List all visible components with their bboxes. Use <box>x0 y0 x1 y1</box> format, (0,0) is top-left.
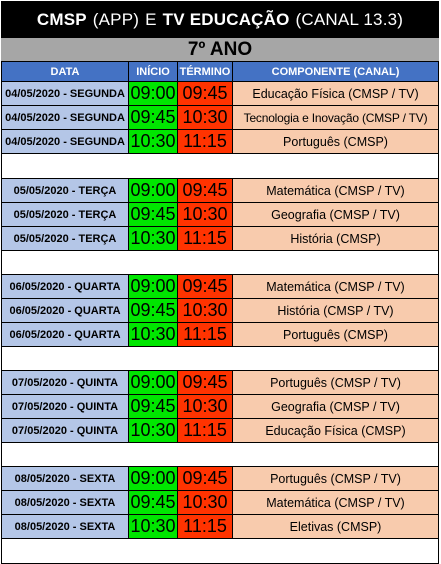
title-app: (APP) <box>92 9 140 29</box>
table-row: 05/05/2020 - TERÇA 10:30 11:15 História (CM… <box>1 227 439 251</box>
component-cell: Português (CMSP) <box>233 323 439 347</box>
component-cell: História (CMSP) <box>233 227 439 251</box>
date-cell: 04/05/2020 - SEGUNDA <box>1 106 129 130</box>
end-time-cell: 09:45 <box>178 467 233 491</box>
title-cmsp: CMSP <box>36 9 87 29</box>
date-cell: 05/05/2020 - TERÇA <box>1 179 129 203</box>
table-row: 06/05/2020 - QUARTA 09:00 09:45 Matemática … <box>1 275 439 299</box>
table-row: 07/05/2020 - QUINTA 09:45 10:30 Geografia (… <box>1 395 439 419</box>
start-time-cell: 09:00 <box>129 179 178 203</box>
end-time-cell: 11:15 <box>178 515 233 539</box>
start-time-cell: 09:00 <box>129 275 178 299</box>
table-header-row: DATA INÍCIO TÉRMINO COMPONENTE (CANAL) <box>1 62 439 82</box>
schedule-table: DATA INÍCIO TÉRMINO COMPONENTE (CANAL) 0… <box>1 62 439 564</box>
date-cell: 07/05/2020 - QUINTA <box>1 395 129 419</box>
table-row: 08/05/2020 - SEXTA 09:45 10:30 Matemática (… <box>1 491 439 515</box>
component-cell: História (CMSP / TV) <box>233 299 439 323</box>
date-cell: 07/05/2020 - QUINTA <box>1 419 129 443</box>
component-cell: Matemática (CMSP / TV) <box>233 491 439 515</box>
day-separator <box>1 154 439 179</box>
header-date: DATA <box>1 62 129 82</box>
date-cell: 04/05/2020 - SEGUNDA <box>1 130 129 154</box>
date-cell: 06/05/2020 - QUARTA <box>1 275 129 299</box>
start-time-cell: 10:30 <box>129 227 178 251</box>
table-row: 07/05/2020 - QUINTA 09:00 09:45 Português (… <box>1 371 439 395</box>
grade-label: 7º ANO <box>1 38 439 62</box>
end-time-cell: 11:15 <box>178 323 233 347</box>
table-row: 08/05/2020 - SEXTA 10:30 11:15 Eletivas (CM… <box>1 515 439 539</box>
end-time-cell: 09:45 <box>178 179 233 203</box>
component-cell: Educação Física (CMSP / TV) <box>233 82 439 106</box>
component-cell: Educação Física (CMSP) <box>233 419 439 443</box>
end-time-cell: 10:30 <box>178 491 233 515</box>
table-row: 08/05/2020 - SEXTA 09:00 09:45 Português (C… <box>1 467 439 491</box>
end-time-cell: 10:30 <box>178 395 233 419</box>
start-time-cell: 09:45 <box>129 395 178 419</box>
start-time-cell: 09:00 <box>129 371 178 395</box>
component-cell: Eletivas (CMSP) <box>233 515 439 539</box>
title-tv-educacao: TV EDUCAÇÃO <box>162 9 290 29</box>
date-cell: 05/05/2020 - TERÇA <box>1 227 129 251</box>
schedule-title: CMSP (APP) E TV EDUCAÇÃO (CANAL 13.3) <box>1 1 439 38</box>
start-time-cell: 09:45 <box>129 299 178 323</box>
start-time-cell: 09:45 <box>129 106 178 130</box>
table-row: 05/05/2020 - TERÇA 09:45 10:30 Geografia (C… <box>1 203 439 227</box>
date-cell: 06/05/2020 - QUARTA <box>1 323 129 347</box>
start-time-cell: 10:30 <box>129 130 178 154</box>
table-row: 05/05/2020 - TERÇA 09:00 09:45 Matemática (… <box>1 179 439 203</box>
table-row: 07/05/2020 - QUINTA 10:30 11:15 Educação Fí… <box>1 419 439 443</box>
header-start: INÍCIO <box>129 62 178 82</box>
table-row: 04/05/2020 - SEGUNDA 09:00 09:45 Educação F… <box>1 82 439 106</box>
start-time-cell: 09:45 <box>129 203 178 227</box>
end-time-cell: 09:45 <box>178 82 233 106</box>
component-cell: Matemática (CMSP / TV) <box>233 179 439 203</box>
title-channel: (CANAL 13.3) <box>295 9 404 29</box>
component-cell: Português (CMSP / TV) <box>233 467 439 491</box>
start-time-cell: 09:45 <box>129 491 178 515</box>
title-and: E <box>145 9 157 29</box>
end-time-cell: 09:45 <box>178 275 233 299</box>
date-cell: 08/05/2020 - SEXTA <box>1 491 129 515</box>
end-time-cell: 10:30 <box>178 106 233 130</box>
day-separator <box>1 443 439 467</box>
header-end: TÉRMINO <box>178 62 233 82</box>
component-cell: Português (CMSP / TV) <box>233 371 439 395</box>
table-row: 06/05/2020 - QUARTA 09:45 10:30 História (C… <box>1 299 439 323</box>
date-cell: 07/05/2020 - QUINTA <box>1 371 129 395</box>
day-separator <box>1 347 439 371</box>
date-cell: 05/05/2020 - TERÇA <box>1 203 129 227</box>
start-time-cell: 09:00 <box>129 82 178 106</box>
start-time-cell: 10:30 <box>129 323 178 347</box>
end-time-cell: 09:45 <box>178 371 233 395</box>
date-cell: 06/05/2020 - QUARTA <box>1 299 129 323</box>
start-time-cell: 09:00 <box>129 467 178 491</box>
date-cell: 04/05/2020 - SEGUNDA <box>1 82 129 106</box>
table-row: 04/05/2020 - SEGUNDA 09:45 10:30 Tecnologia… <box>1 106 439 130</box>
component-cell: Português (CMSP) <box>233 130 439 154</box>
day-separator <box>1 251 439 275</box>
component-cell: Geografia (CMSP / TV) <box>233 395 439 419</box>
start-time-cell: 10:30 <box>129 419 178 443</box>
table-row: 06/05/2020 - QUARTA 10:30 11:15 Português (… <box>1 323 439 347</box>
date-cell: 08/05/2020 - SEXTA <box>1 515 129 539</box>
day-separator <box>1 539 439 564</box>
header-component: COMPONENTE (CANAL) <box>233 62 439 82</box>
table-row: 04/05/2020 - SEGUNDA 10:30 11:15 Português … <box>1 130 439 154</box>
component-cell: Tecnologia e Inovação (CMSP / TV) <box>233 106 439 130</box>
component-cell: Matemática (CMSP / TV) <box>233 275 439 299</box>
end-time-cell: 11:15 <box>178 227 233 251</box>
end-time-cell: 11:15 <box>178 419 233 443</box>
date-cell: 08/05/2020 - SEXTA <box>1 467 129 491</box>
end-time-cell: 11:15 <box>178 130 233 154</box>
end-time-cell: 10:30 <box>178 203 233 227</box>
component-cell: Geografia (CMSP / TV) <box>233 203 439 227</box>
start-time-cell: 10:30 <box>129 515 178 539</box>
end-time-cell: 10:30 <box>178 299 233 323</box>
